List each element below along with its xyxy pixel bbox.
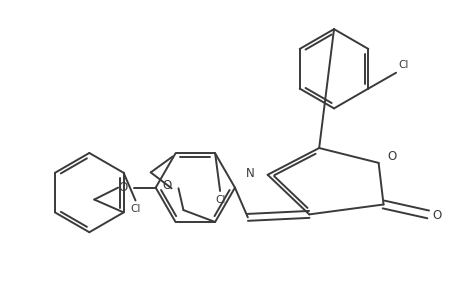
Text: O: O (431, 209, 440, 222)
Text: N: N (245, 167, 254, 180)
Text: Cl: Cl (214, 195, 225, 205)
Text: O: O (118, 181, 127, 194)
Text: O: O (162, 179, 171, 192)
Text: Cl: Cl (397, 60, 408, 70)
Text: O: O (387, 150, 396, 164)
Text: Cl: Cl (130, 205, 140, 214)
